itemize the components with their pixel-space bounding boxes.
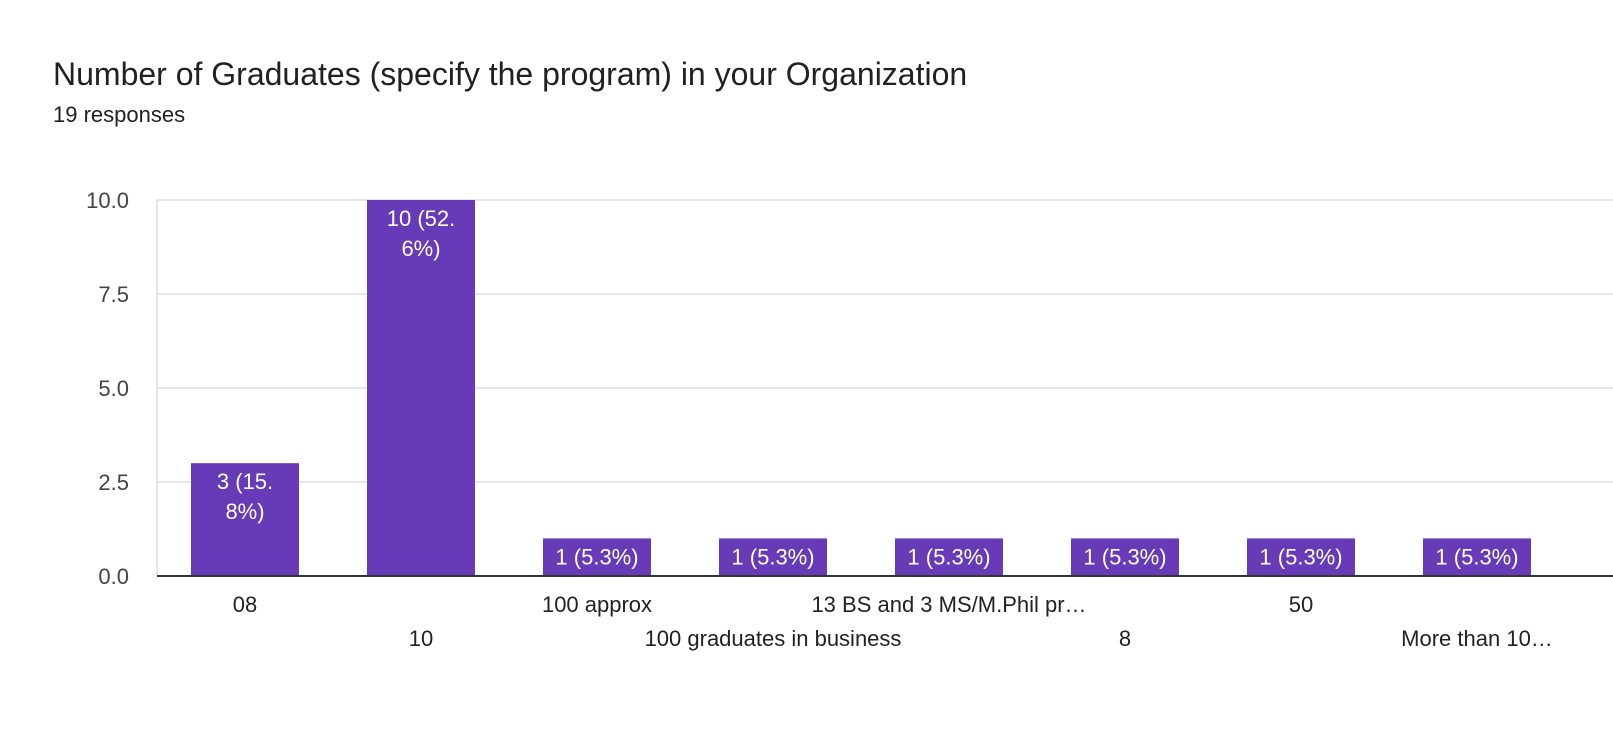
x-category-label: 100 graduates in business bbox=[645, 626, 902, 651]
data-label: 1 (5.3%) bbox=[1435, 544, 1518, 569]
data-label: 3 (15. bbox=[217, 469, 273, 494]
data-label: 1 (5.3%) bbox=[731, 544, 814, 569]
x-category-label: 50 bbox=[1289, 592, 1313, 617]
bar[interactable] bbox=[895, 538, 1003, 576]
bar[interactable] bbox=[1247, 538, 1355, 576]
bar[interactable] bbox=[367, 200, 475, 576]
y-tick-label: 0.0 bbox=[98, 564, 129, 589]
y-tick-label: 10.0 bbox=[86, 188, 129, 213]
x-category-label: 08 bbox=[233, 592, 257, 617]
data-label: 1 (5.3%) bbox=[1083, 544, 1166, 569]
y-axis-ticks: 0.0 2.5 5.0 7.5 10.0 bbox=[86, 188, 129, 589]
bar[interactable] bbox=[543, 538, 651, 576]
x-category-label: 13 BS and 3 MS/M.Phil pr… bbox=[811, 592, 1086, 617]
chart-header: Number of Graduates (specify the program… bbox=[53, 52, 967, 130]
bars bbox=[191, 200, 1531, 576]
y-tick-label: 2.5 bbox=[98, 470, 129, 495]
data-label: 6%) bbox=[401, 236, 440, 261]
data-labels: 3 (15. 8%) 10 (52. 6%) 1 (5.3%) 1 (5.3%) 1 (5.… bbox=[217, 206, 1519, 569]
bar[interactable] bbox=[1423, 538, 1531, 576]
data-label: 1 (5.3%) bbox=[1259, 544, 1342, 569]
x-axis-categories: 08 10 100 approx 100 graduates in business 1… bbox=[233, 592, 1553, 651]
chart-title: Number of Graduates (specify the program… bbox=[53, 56, 968, 92]
x-category-label: More than 10… bbox=[1401, 626, 1553, 651]
data-label: 10 (52. bbox=[387, 206, 456, 231]
x-category-label: 100 approx bbox=[542, 592, 652, 617]
bar[interactable] bbox=[191, 463, 299, 576]
bar[interactable] bbox=[1071, 538, 1179, 576]
y-tick-label: 7.5 bbox=[98, 282, 129, 307]
data-label: 8%) bbox=[225, 499, 264, 524]
data-label: 1 (5.3%) bbox=[555, 544, 638, 569]
x-category-label: 10 bbox=[409, 626, 433, 651]
response-count: 19 responses bbox=[53, 102, 186, 127]
x-category-label: 8 bbox=[1119, 626, 1131, 651]
bar[interactable] bbox=[719, 538, 827, 576]
data-label: 1 (5.3%) bbox=[907, 544, 990, 569]
y-tick-label: 5.0 bbox=[98, 376, 129, 401]
